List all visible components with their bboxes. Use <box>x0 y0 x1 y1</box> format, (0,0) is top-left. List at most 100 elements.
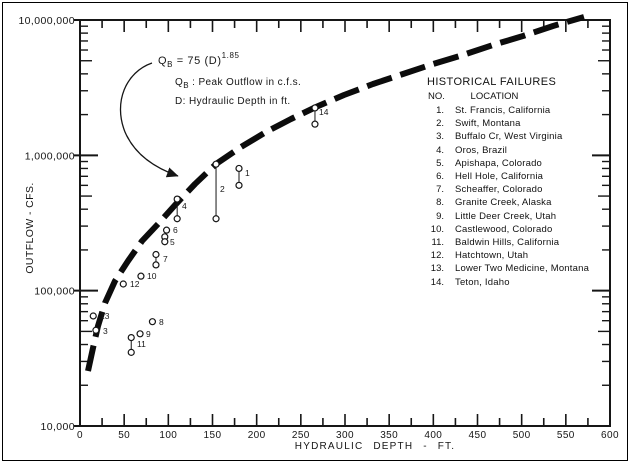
failure-point-marker <box>311 104 319 112</box>
legend-item: 10. Castlewood, Colorado <box>427 223 622 236</box>
legend-item: 1. St. Francis, California <box>427 104 622 117</box>
legend-item-number: 6. <box>436 171 444 183</box>
failure-point-label: 14 <box>319 107 329 117</box>
historical-failures-legend: HISTORICAL FAILURES NO. LOCATION 1. St. F… <box>427 76 622 289</box>
legend-item-number: 13. <box>430 263 444 275</box>
legend-item-location: Lower Two Medicine, Montana <box>455 263 590 275</box>
failure-point-label: 9 <box>146 329 151 339</box>
x-tick-label: 100 <box>159 430 177 441</box>
legend-item-number: 9. <box>436 210 444 222</box>
legend-item-location: Granite Creek, Alaska <box>455 197 552 209</box>
failure-point-label: 6 <box>173 225 178 235</box>
legend-item: 14. Teton, Idaho <box>427 276 622 289</box>
legend-item: 9. Little Deer Creek, Utah <box>427 210 622 223</box>
failure-point-label: 4 <box>182 201 187 211</box>
legend-item-number: 10. <box>430 223 444 235</box>
legend-item: 6. Hell Hole, California <box>427 170 622 183</box>
legend-item: 4. Oros, Brazil <box>427 144 622 157</box>
failure-point-marker <box>235 181 243 189</box>
failure-point-marker <box>173 215 181 223</box>
failure-point-marker <box>162 226 171 234</box>
failure-point-marker <box>92 326 100 334</box>
equation-pointer-arrow <box>119 62 179 178</box>
legend-item-number: 8. <box>436 197 444 209</box>
x-tick-label: 550 <box>557 430 575 441</box>
legend-item-number: 12. <box>430 250 444 262</box>
x-tick-label: 500 <box>513 430 531 441</box>
x-tick-label: 300 <box>336 430 354 441</box>
legend-item-location: Swift, Montana <box>455 118 521 130</box>
failure-point-marker <box>89 312 97 320</box>
x-tick-label: 350 <box>380 430 398 441</box>
failure-point-marker <box>127 348 135 356</box>
failure-point-label: 1 <box>245 168 250 178</box>
failure-point-label: 2 <box>220 184 225 194</box>
failure-point-marker <box>152 261 160 269</box>
legend-item: 5. Apishapa, Colorado <box>427 157 622 170</box>
y-tick-label: 10,000 <box>40 421 75 433</box>
legend-item-location: Hell Hole, California <box>455 171 544 183</box>
legend-item-number: 5. <box>436 157 444 169</box>
generated-chart-layer: 0 50 100 150 200 250 300 350 400 450 500 550 600 10,0… <box>18 14 619 441</box>
x-tick-label: 450 <box>469 430 487 441</box>
legend-item-location: Teton, Idaho <box>455 276 510 288</box>
legend-item-number: 14. <box>430 276 444 288</box>
legend-header: NO. LOCATION <box>428 91 622 102</box>
legend-col-location: LOCATION <box>470 91 519 102</box>
failure-point-marker <box>311 120 319 128</box>
x-tick-label: 150 <box>204 430 222 441</box>
legend-item-number: 3. <box>436 131 444 143</box>
legend-item-location: Buffalo Cr, West Virginia <box>455 131 563 143</box>
legend-item-number: 11. <box>431 237 444 249</box>
failure-point-marker <box>148 318 157 326</box>
x-tick-label: 400 <box>424 430 442 441</box>
legend-item: 11. Baldwin Hills, California <box>427 236 622 249</box>
failure-point-marker <box>235 164 243 173</box>
legend-item-number: 4. <box>436 144 444 156</box>
legend-item: 2. Swift, Montana <box>427 117 622 130</box>
legend-item-location: Oros, Brazil <box>455 144 508 156</box>
legend-item-location: Apishapa, Colorado <box>455 157 543 169</box>
x-tick-label: 250 <box>292 430 310 441</box>
legend-item-location: Baldwin Hills, California <box>455 237 560 249</box>
legend-item-location: Castlewood, Colorado <box>455 223 553 235</box>
x-tick-label: 200 <box>248 430 266 441</box>
failure-point-marker <box>173 195 181 203</box>
failure-point-label: 7 <box>163 254 168 264</box>
failure-point-marker <box>212 215 220 223</box>
failure-point-label: 13 <box>100 311 110 321</box>
legend-item: 13. Lower Two Medicine, Montana <box>427 262 622 275</box>
failure-point-marker <box>136 330 144 338</box>
x-tick-label: 600 <box>601 430 619 441</box>
x-tick-label: 0 <box>77 430 83 441</box>
legend-title: HISTORICAL FAILURES <box>427 76 557 88</box>
legend-item: 3. Buffalo Cr, West Virginia <box>427 130 622 143</box>
legend-item: 12. Hatchtown, Utah <box>427 249 622 262</box>
legend-item-number: 1. <box>436 105 444 116</box>
legend-item-number: 7. <box>436 184 444 196</box>
failure-point-marker <box>212 160 220 168</box>
legend-item-number: 2. <box>436 118 444 130</box>
equation-label: QB = 75 (D)1.85 <box>158 51 240 69</box>
y-tick-label: 10,000,000 <box>18 15 75 27</box>
failure-point-marker <box>119 280 127 288</box>
x-axis-title: HYDRAULIC DEPTH - FT. <box>295 441 455 452</box>
equation-def-qb: QB : Peak Outflow in c.f.s. <box>175 77 301 90</box>
legend-item: 7. Scheaffer, Colorado <box>427 183 622 196</box>
failure-point-marker <box>137 272 145 280</box>
y-axis-title: OUTFLOW - CFS. <box>24 182 36 273</box>
failure-point-label: 3 <box>103 326 108 336</box>
envelope-curve <box>85 14 585 372</box>
failure-point-label: 5 <box>170 237 175 247</box>
failure-point-label: 12 <box>130 279 140 289</box>
figure-border <box>2 2 628 461</box>
equation-def-depth: D: Hydraulic Depth in ft. <box>175 96 291 107</box>
y-tick-label: 100,000 <box>34 286 75 298</box>
failure-point-label: 11 <box>137 339 146 349</box>
failure-point-label: 10 <box>147 271 157 281</box>
failure-point-marker <box>161 238 169 246</box>
y-tick-label: 1,000,000 <box>25 150 75 162</box>
legend-item-location: Little Deer Creek, Utah <box>455 210 557 222</box>
